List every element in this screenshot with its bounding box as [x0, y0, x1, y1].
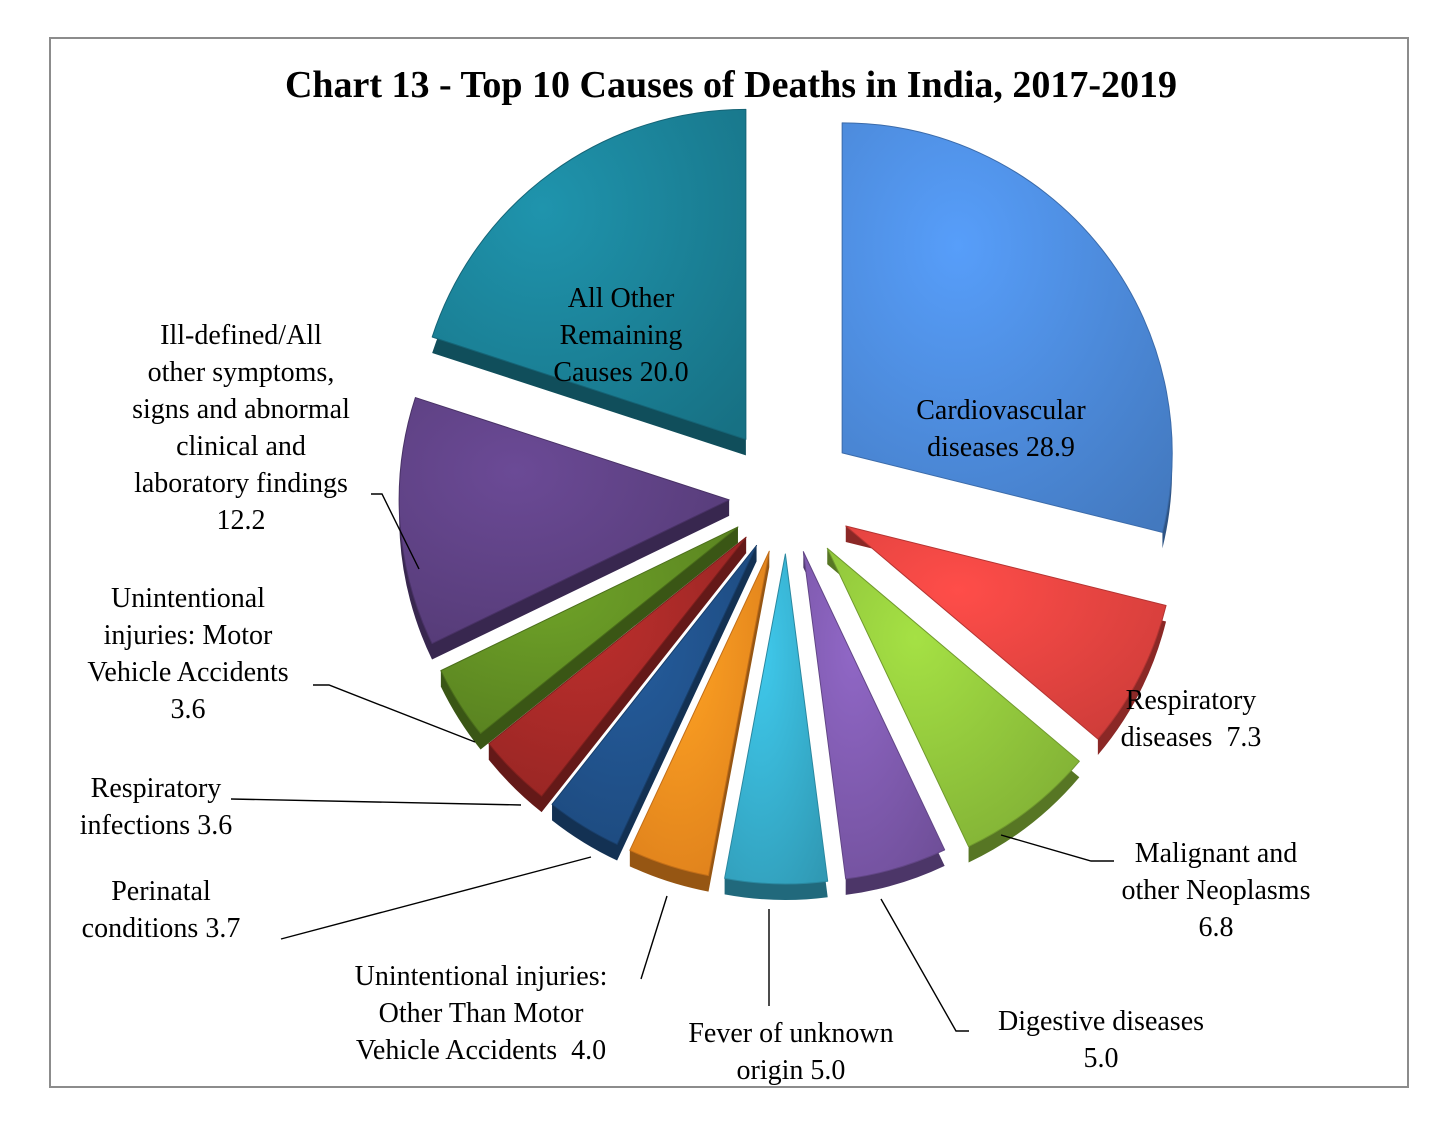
leader-lines — [230, 493, 1114, 1032]
leader-line-4 — [880, 898, 969, 1032]
pie-slice-face — [629, 550, 770, 877]
slice-label-3: Malignant and other Neoplasms 6.8 — [1122, 838, 1311, 943]
pie-slice-face — [398, 397, 730, 645]
pie-slice-7 — [551, 544, 758, 861]
pie-slice-6 — [629, 550, 770, 892]
leader-line-8 — [230, 798, 522, 806]
leader-line-7 — [280, 856, 592, 940]
leader-line-9 — [313, 684, 476, 743]
leader-line-3 — [1000, 834, 1114, 862]
chart-frame: Chart 13 - Top 10 Causes of Deaths in In… — [49, 37, 1409, 1088]
leader-line-6 — [640, 895, 668, 980]
pie-slice-10 — [398, 397, 730, 660]
pie-slice-8 — [488, 536, 747, 813]
pie-slice-face — [488, 536, 747, 797]
pie-slice-face — [826, 547, 1080, 848]
slices-layer — [398, 108, 1173, 900]
pie-slice-face — [724, 553, 829, 885]
slice-label-11: All Other Remaining Causes 20.0 — [553, 283, 688, 388]
pie-slice-11 — [431, 108, 747, 456]
chart-title: Chart 13 - Top 10 Causes of Deaths in In… — [285, 64, 1177, 106]
slice-label-10: Ill-defined/All other symptoms, signs and … — [132, 320, 350, 536]
pie-slice-2 — [845, 525, 1167, 755]
pie-slice-face — [802, 551, 946, 880]
pie-slice-1 — [841, 122, 1173, 549]
slice-label-9: Unintentional injuries: Motor Vehicle Acci… — [87, 583, 288, 725]
slice-label-8: Respiratory infections 3.6 — [80, 773, 232, 841]
pie-slice-face — [845, 525, 1167, 740]
slice-label-4: Digestive diseases 5.0 — [998, 1006, 1204, 1074]
pie-slice-face — [440, 526, 739, 735]
pie-slice-face — [431, 108, 747, 440]
slice-label-6: Unintentional injuries: Other Than Motor V… — [355, 961, 608, 1066]
slice-labels: Cardiovascular diseases 28.9 Respiratory di… — [80, 283, 1311, 1086]
pie-slice-face — [551, 544, 758, 845]
pie-slice-face — [841, 122, 1173, 533]
pie-slice-5 — [724, 553, 829, 900]
slice-label-5: Fever of unknown origin 5.0 — [688, 1018, 893, 1086]
pie-slice-9 — [440, 526, 739, 750]
slice-label-1: Cardiovascular diseases 28.9 — [916, 395, 1086, 463]
leader-line-10 — [371, 493, 420, 570]
pie-slice-4 — [802, 551, 946, 895]
pie-chart: Chart 13 - Top 10 Causes of Deaths in In… — [80, 64, 1311, 1086]
slice-label-7: Perinatal conditions 3.7 — [82, 876, 241, 944]
slice-label-2: Respiratory diseases 7.3 — [1121, 685, 1262, 753]
pie-slice-3 — [826, 547, 1080, 863]
